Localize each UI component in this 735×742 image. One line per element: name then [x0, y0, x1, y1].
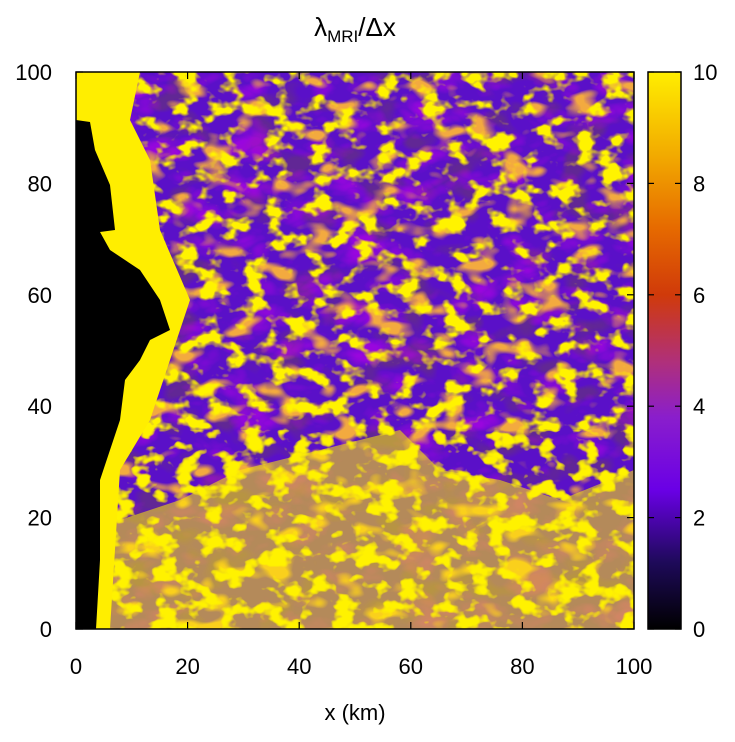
title-rest: /Δx: [358, 12, 396, 42]
y-tick-label: 60: [28, 283, 52, 308]
colorbar-axis: 0 2 4 6 8 10: [648, 60, 717, 642]
x-tick-label: 0: [70, 654, 82, 679]
x-tick-label: 100: [616, 654, 653, 679]
x-tick-label: 80: [510, 654, 534, 679]
x-axis-label: x (km): [324, 700, 385, 725]
title-lambda: λ: [314, 12, 327, 42]
heatmap-plot-area: [76, 72, 634, 629]
y-tick-label: 20: [28, 506, 52, 531]
chart-title: λMRI/Δx: [314, 12, 396, 46]
y-tick-label: 100: [15, 60, 52, 85]
colorbar-tick-label: 8: [693, 171, 705, 196]
x-axis: 0 20 40 60 80 100: [70, 72, 652, 679]
y-tick-label: 40: [28, 394, 52, 419]
y-tick-label: 80: [28, 171, 52, 196]
heatmap-black-void: [76, 120, 170, 629]
plot-frame: [75, 71, 635, 630]
x-tick-label: 20: [175, 654, 199, 679]
colorbar-tick-label: 4: [693, 394, 705, 419]
heatmap-yellow-lower-texture: [76, 430, 634, 629]
title-subscript: MRI: [327, 27, 358, 46]
y-axis: 0 20 40 60 80 100: [15, 60, 634, 642]
colorbar-tick-label: 2: [693, 506, 705, 531]
colorbar-tick-label: 0: [693, 617, 705, 642]
colorbar: [647, 71, 682, 630]
x-tick-label: 40: [287, 654, 311, 679]
y-tick-label: 0: [40, 617, 52, 642]
colorbar-tick-label: 6: [693, 283, 705, 308]
x-tick-label: 60: [399, 654, 423, 679]
colorbar-tick-label: 10: [693, 60, 717, 85]
